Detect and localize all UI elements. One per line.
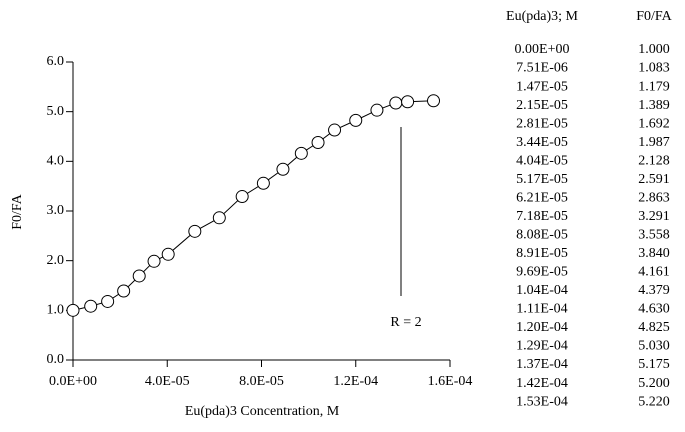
data-point	[256, 176, 270, 190]
data-point	[147, 254, 161, 268]
data-point	[328, 123, 342, 137]
table-cell: 1.389	[638, 98, 670, 113]
data-line	[72, 100, 434, 311]
table-cell: 1.179	[638, 79, 670, 94]
table-cell: 1.53E-04	[516, 394, 568, 409]
table-cell: 5.200	[638, 376, 670, 391]
data-point	[389, 96, 403, 110]
table-cell: 3.291	[638, 209, 670, 224]
table-cell: 2.81E-05	[516, 116, 568, 131]
data-point	[132, 269, 146, 283]
table-cell: 2.128	[638, 153, 670, 168]
table-cell: 5.030	[638, 339, 670, 354]
table-header: F0/FA	[636, 9, 672, 24]
y-tick-label: 0.0	[47, 352, 65, 367]
data-point	[66, 303, 80, 317]
table-cell: 4.161	[638, 265, 670, 280]
data-point	[101, 294, 115, 308]
data-point	[212, 211, 226, 225]
x-tick-label: 1.6E-04	[428, 374, 473, 389]
table-cell: 5.175	[638, 357, 670, 372]
table-cell: 0.00E+00	[515, 42, 570, 57]
x-tick-label: 1.2E-04	[333, 374, 378, 389]
y-tick-label: 3.0	[47, 203, 65, 218]
y-axis-label: F0/FA	[10, 193, 25, 229]
table-cell: 1.29E-04	[516, 339, 568, 354]
data-point	[349, 113, 363, 127]
table-cell: 2.15E-05	[516, 98, 568, 113]
data-point	[161, 247, 175, 261]
table-cell: 7.18E-05	[516, 209, 568, 224]
data-point	[311, 136, 325, 150]
table-cell: 2.863	[638, 190, 670, 205]
table-cell: 3.558	[638, 228, 670, 243]
table-cell: 4.630	[638, 302, 670, 317]
table-cell: 8.91E-05	[516, 246, 568, 261]
y-tick-label: 6.0	[47, 54, 65, 69]
table-cell: 1.987	[638, 135, 670, 150]
table-cell: 4.825	[638, 320, 670, 335]
table-cell: 1.47E-05	[516, 79, 568, 94]
table-cell: 2.591	[638, 172, 670, 187]
table-cell: 1.37E-04	[516, 357, 568, 372]
table-cell: 5.17E-05	[516, 172, 568, 187]
table-cell: 3.44E-05	[516, 135, 568, 150]
y-tick-label: 2.0	[47, 253, 65, 268]
annotation: R = 2	[390, 315, 421, 330]
data-point	[401, 95, 415, 109]
data-point	[427, 94, 441, 108]
table-cell: 4.04E-05	[516, 153, 568, 168]
x-tick-label: 8.0E-05	[239, 374, 284, 389]
table-header: Eu(pda)3; M	[506, 9, 578, 24]
table-cell: 1.42E-04	[516, 376, 568, 391]
y-tick-label: 1.0	[47, 303, 65, 318]
table-cell: 1.692	[638, 116, 670, 131]
table-cell: 8.08E-05	[516, 228, 568, 243]
x-tick-label: 0.0E+00	[49, 374, 97, 389]
table-cell: 9.69E-05	[516, 265, 568, 280]
table-cell: 3.840	[638, 246, 670, 261]
data-point	[188, 224, 202, 238]
data-point	[84, 299, 98, 313]
data-point	[370, 103, 384, 117]
table-cell: 4.379	[638, 283, 670, 298]
data-point	[235, 190, 249, 204]
table-cell: 1.083	[638, 61, 670, 76]
x-tick-label: 4.0E-05	[145, 374, 190, 389]
y-tick-label: 4.0	[47, 154, 65, 169]
data-point	[276, 162, 290, 176]
table-cell: 7.51E-06	[516, 61, 568, 76]
table-cell: 6.21E-05	[516, 190, 568, 205]
x-axis-label: Eu(pda)3 Concentration, M	[185, 404, 340, 419]
table-cell: 1.000	[638, 42, 670, 57]
table-cell: 1.04E-04	[516, 283, 568, 298]
table-cell: 1.20E-04	[516, 320, 568, 335]
data-point	[294, 146, 308, 160]
table-cell: 5.220	[638, 394, 670, 409]
table-cell: 1.11E-04	[516, 302, 567, 317]
y-tick-label: 5.0	[47, 104, 65, 119]
data-point	[117, 284, 131, 298]
